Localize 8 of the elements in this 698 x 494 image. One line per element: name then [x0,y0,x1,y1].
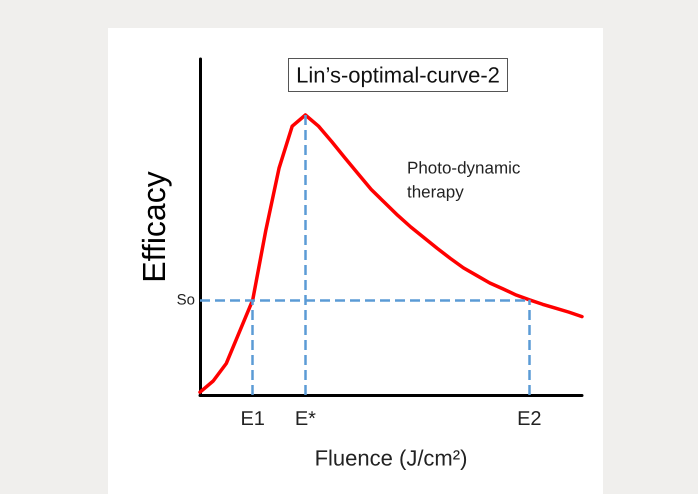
ref-line-label: So [176,291,195,308]
chart-title: Lin’s-optimal-curve-2 [296,62,500,88]
annotation: Photo-dynamic therapy [407,158,521,202]
y-axis-title: Efficacy [136,171,172,283]
x-axis-title: Fluence (J/cm²) [314,446,468,470]
x-tick-label: E2 [517,408,542,430]
x-tick-label: E* [294,408,316,430]
x-tick-label: E1 [240,408,265,430]
